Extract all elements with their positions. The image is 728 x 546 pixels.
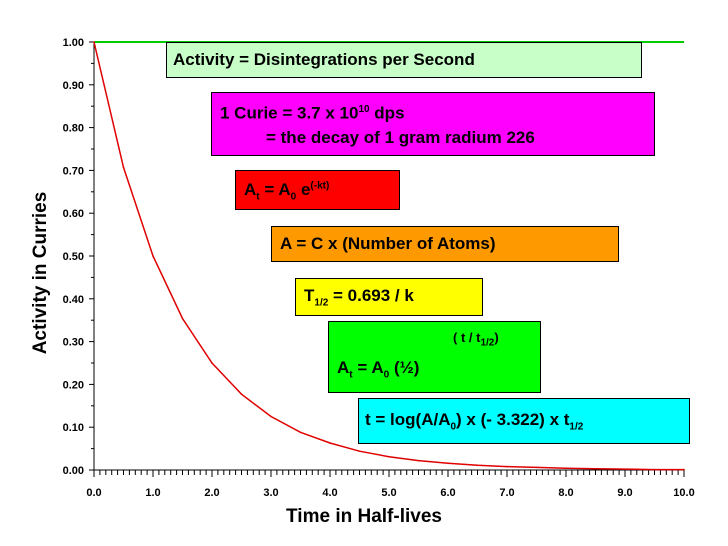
- formula-eq: = A: [259, 180, 291, 199]
- y-tick-label: 1.00: [63, 37, 84, 49]
- exp-post: ): [494, 330, 499, 345]
- y-tick-label: 0.50: [63, 251, 84, 263]
- half-life-rest: = 0.693 / k: [328, 286, 414, 305]
- decay-point: [388, 455, 390, 458]
- decay-point: [329, 442, 331, 444]
- curie-line-2-text: = the decay of 1 gram radium 226: [266, 127, 535, 147]
- x-tick-label: 0.0: [86, 487, 101, 499]
- decay-point: [417, 459, 420, 462]
- log-time-formula-box: t = log(A/A0) x (- 3.322) x t1/2: [358, 398, 690, 444]
- decay-point: [299, 431, 302, 434]
- half-power-main: At = A0 (½): [337, 358, 419, 380]
- hp-eq: = A: [352, 358, 384, 377]
- x-tick-label: 6.0: [440, 487, 455, 499]
- formula-exponent: (-kt): [310, 180, 330, 192]
- x-axis-label: Time in Half-lives: [286, 506, 442, 527]
- curie-line-1-unit: dps: [369, 103, 405, 123]
- hp-t-sub: t: [349, 369, 353, 381]
- log-sub: 1/2: [569, 421, 584, 433]
- curie-exponent: 10: [358, 104, 370, 115]
- decay-point: [447, 462, 449, 464]
- hp-rest: (½): [389, 358, 420, 377]
- hp-a: A: [337, 358, 350, 377]
- log-zero-sub: 0: [450, 421, 457, 433]
- activity-definition-box: Activity = Disintegrations per Second: [166, 42, 642, 78]
- exp-sub: 1/2: [480, 337, 495, 349]
- formula-e: e: [296, 180, 311, 199]
- y-tick-label: 0.70: [63, 165, 84, 177]
- decay-point: [624, 468, 626, 470]
- half-life-formula-box: T1/2 = 0.693 / k: [295, 278, 483, 316]
- decay-point: [683, 468, 685, 471]
- decay-point: [358, 450, 361, 452]
- formula-zero-sub: 0: [290, 191, 297, 203]
- curie-line-1-text: 1 Curie = 3.7 x 10: [220, 103, 359, 123]
- y-tick-label: 0.20: [63, 379, 84, 391]
- curie-definition-box: 1 Curie = 3.7 x 1010 dps = the decay of …: [211, 92, 655, 156]
- y-tick-label: 0.90: [63, 80, 84, 92]
- decay-point: [240, 393, 243, 396]
- y-tick-label: 0.00: [63, 465, 84, 477]
- log-mid: ) x (- 3.322) x t: [456, 410, 570, 429]
- x-tick-label: 3.0: [263, 487, 278, 499]
- decay-point: [565, 467, 567, 470]
- activity-definition-text: Activity = Disintegrations per Second: [173, 50, 475, 69]
- curie-line-2: = the decay of 1 gram radium 226: [220, 126, 654, 150]
- curie-line-1: 1 Curie = 3.7 x 1010 dps: [220, 98, 654, 126]
- decay-point: [211, 362, 213, 364]
- y-tick-label: 0.80: [63, 123, 84, 135]
- formula-a: A: [244, 180, 257, 199]
- half-life-t: T: [304, 286, 315, 305]
- decay-point: [152, 255, 154, 257]
- hp-zero-sub: 0: [383, 369, 390, 381]
- y-tick-label: 0.10: [63, 422, 84, 434]
- x-tick-label: 4.0: [322, 487, 337, 499]
- activity-atoms-text: A = C x (Number of Atoms): [280, 234, 496, 253]
- activity-atoms-formula-box: A = C x (Number of Atoms): [271, 226, 619, 262]
- decay-point: [270, 415, 272, 418]
- y-axis-label: Activity in Curries: [30, 192, 51, 355]
- x-tick-label: 7.0: [499, 487, 514, 499]
- decay-point: [535, 466, 538, 469]
- y-tick-label: 0.60: [63, 208, 84, 220]
- half-power-formula-box: ( t / t1/2) At = A0 (½): [328, 321, 541, 393]
- x-tick-label: 2.0: [204, 487, 219, 499]
- decay-point: [653, 468, 656, 471]
- y-tick-label: 0.40: [63, 294, 84, 306]
- decay-point: [506, 465, 508, 468]
- x-tick-label: 10.0: [673, 487, 694, 499]
- decay-point: [181, 317, 184, 320]
- exp-pre: ( t / t: [453, 330, 481, 345]
- half-power-exponent: ( t / t1/2): [453, 330, 499, 349]
- decay-point: [93, 41, 95, 43]
- log-pre: t = log(A/A: [365, 410, 451, 429]
- x-tick-label: 9.0: [617, 487, 632, 499]
- half-life-sub: 1/2: [314, 297, 329, 309]
- formula-t-sub: t: [256, 191, 260, 203]
- x-tick-label: 8.0: [558, 487, 573, 499]
- y-tick-label: 0.30: [63, 337, 84, 349]
- x-tick-label: 5.0: [381, 487, 396, 499]
- x-tick-label: 1.0: [145, 487, 160, 499]
- decay-point: [476, 464, 479, 467]
- exponential-decay-formula-box: At = A0 e(-kt): [235, 170, 400, 210]
- decay-point: [122, 166, 125, 169]
- decay-point: [594, 467, 597, 470]
